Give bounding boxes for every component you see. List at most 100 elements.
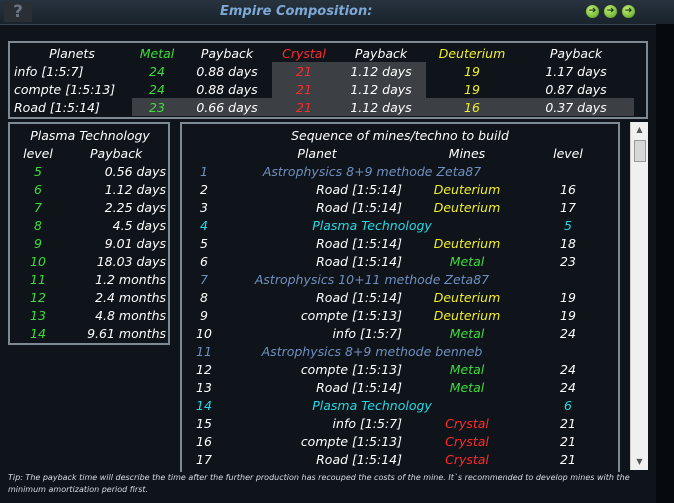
sequence-mine: Deuterium bbox=[433, 199, 501, 215]
sequence-mine: Crystal bbox=[445, 433, 489, 449]
sequence-planet: compte [1:5:13] bbox=[300, 361, 402, 377]
plasma-payback: 2.25 days bbox=[104, 199, 166, 215]
planet-name: info [1:5:7] bbox=[14, 63, 84, 79]
sequence-row: 7 Astrophysics 10+11 methode Zeta87 bbox=[186, 270, 614, 288]
sequence-level: 24 bbox=[560, 379, 576, 395]
header-crystal: Crystal bbox=[282, 45, 326, 61]
sequence-number: 14 bbox=[196, 397, 212, 413]
title-bar: ? Empire Composition: ➔ ➔ ➔ bbox=[0, 0, 674, 25]
sequence-tech-name: Astrophysics 8+9 methode benneb bbox=[261, 343, 483, 359]
sequence-row: 12 compte [1:5:13] Metal 24 bbox=[186, 360, 614, 378]
sequence-level: 24 bbox=[560, 361, 576, 377]
plasma-row: 11 1.2 months bbox=[12, 270, 168, 288]
sequence-number: 9 bbox=[200, 307, 208, 323]
sequence-mine: Deuterium bbox=[433, 289, 501, 305]
plasma-payback: 18.03 days bbox=[96, 253, 166, 269]
scroll-up-icon[interactable]: ▲ bbox=[636, 125, 643, 134]
sequence-number: 2 bbox=[200, 181, 208, 197]
deuterium-level: 19 bbox=[464, 63, 480, 79]
sequence-table: Sequence of mines/techno to build Planet… bbox=[186, 126, 614, 468]
sequence-mine: Crystal bbox=[445, 451, 489, 467]
sequence-tech-name: Astrophysics 10+11 methode Zeta87 bbox=[254, 271, 490, 287]
header-deuterium: Deuterium bbox=[438, 45, 506, 61]
planet-row: compte [1:5:13] 24 0.88 days 21 1.12 day… bbox=[12, 80, 634, 98]
scroll-down-icon[interactable]: ▼ bbox=[636, 457, 643, 466]
plasma-payback: 9.61 months bbox=[87, 325, 166, 341]
planet-name: compte [1:5:13] bbox=[14, 81, 116, 97]
arrow-button-3[interactable]: ➔ bbox=[622, 5, 635, 18]
sequence-planet: Road [1:5:14] bbox=[316, 235, 402, 251]
deuterium-payback: 0.37 days bbox=[518, 98, 634, 116]
plasma-payback: 1.2 months bbox=[95, 271, 166, 287]
right-edge bbox=[656, 24, 674, 503]
sequence-row: 9 compte [1:5:13] Deuterium 19 bbox=[186, 306, 614, 324]
sequence-number: 5 bbox=[200, 235, 208, 251]
sequence-level: 21 bbox=[560, 451, 576, 467]
header-payback-metal: Payback bbox=[200, 45, 254, 61]
sequence-planet: Road [1:5:14] bbox=[316, 451, 402, 467]
sequence-number: 17 bbox=[196, 451, 212, 467]
plasma-row: 10 18.03 days bbox=[12, 252, 168, 270]
crystal-payback: 1.12 days bbox=[336, 62, 426, 80]
arrow-button-1[interactable]: ➔ bbox=[586, 5, 599, 18]
plasma-row: 13 4.8 months bbox=[12, 306, 168, 324]
sequence-level: 6 bbox=[564, 397, 572, 413]
arrow-button-2[interactable]: ➔ bbox=[604, 5, 617, 18]
plasma-level: 13 bbox=[30, 307, 46, 323]
sequence-row: 6 Road [1:5:14] Metal 23 bbox=[186, 252, 614, 270]
sequence-number: 7 bbox=[200, 271, 208, 287]
sequence-mine: Deuterium bbox=[433, 307, 501, 323]
sequence-level: 23 bbox=[560, 253, 576, 269]
planets-header-row: Planets Metal Payback Crystal Payback De… bbox=[12, 44, 634, 62]
sequence-number: 10 bbox=[196, 325, 212, 341]
sequence-mine: Metal bbox=[449, 325, 485, 341]
header-payback-crystal: Payback bbox=[354, 45, 408, 61]
metal-level: 24 bbox=[149, 81, 165, 97]
sequence-mine: Metal bbox=[449, 253, 485, 269]
help-icon[interactable]: ? bbox=[4, 2, 32, 22]
plasma-payback: 2.4 months bbox=[95, 289, 166, 305]
sequence-number: 13 bbox=[196, 379, 212, 395]
planet-row: Road [1:5:14] 23 0.66 days 21 1.12 days … bbox=[12, 98, 634, 116]
plasma-header-payback: Payback bbox=[90, 145, 143, 161]
plasma-row: 9 9.01 days bbox=[12, 234, 168, 252]
sequence-panel bbox=[180, 122, 620, 472]
plasma-level: 9 bbox=[34, 235, 42, 251]
sequence-planet: compte [1:5:13] bbox=[300, 307, 402, 323]
plasma-row: 5 0.56 days bbox=[12, 162, 168, 180]
sequence-row: 17 Road [1:5:14] Crystal 21 bbox=[186, 450, 614, 468]
plasma-panel bbox=[8, 122, 170, 345]
plasma-level: 5 bbox=[34, 163, 42, 179]
plasma-title: Plasma Technology bbox=[30, 127, 150, 143]
crystal-level: 21 bbox=[272, 98, 336, 116]
plasma-payback: 4.8 months bbox=[95, 307, 166, 323]
sequence-row: 14 Plasma Technology 6 bbox=[186, 396, 614, 414]
sequence-level: 21 bbox=[560, 415, 576, 431]
crystal-level: 21 bbox=[272, 62, 336, 80]
sequence-row: 15 info [1:5:7] Crystal 21 bbox=[186, 414, 614, 432]
planet-row: info [1:5:7] 24 0.88 days 21 1.12 days 1… bbox=[12, 62, 634, 80]
scroll-thumb[interactable] bbox=[634, 140, 646, 162]
sequence-planet: Road [1:5:14] bbox=[316, 253, 402, 269]
sequence-row: 5 Road [1:5:14] Deuterium 18 bbox=[186, 234, 614, 252]
metal-payback: 0.66 days bbox=[182, 98, 272, 116]
plasma-header-level: level bbox=[23, 145, 53, 161]
metal-payback: 0.88 days bbox=[196, 81, 258, 97]
plasma-row: 6 1.12 days bbox=[12, 180, 168, 198]
crystal-payback: 1.12 days bbox=[336, 80, 426, 98]
crystal-level: 21 bbox=[272, 80, 336, 98]
sequence-planet: Road [1:5:14] bbox=[316, 379, 402, 395]
sequence-level: 21 bbox=[560, 433, 576, 449]
sequence-level: 19 bbox=[560, 307, 576, 323]
sequence-number: 8 bbox=[200, 289, 208, 305]
window-title: Empire Composition: bbox=[220, 4, 373, 19]
sequence-row: 13 Road [1:5:14] Metal 24 bbox=[186, 378, 614, 396]
planets-table: Planets Metal Payback Crystal Payback De… bbox=[12, 44, 634, 116]
sequence-planet: info [1:5:7] bbox=[332, 325, 402, 341]
sequence-number: 4 bbox=[200, 217, 208, 233]
scrollbar[interactable]: ▲ ▼ bbox=[630, 122, 648, 470]
sequence-mine: Deuterium bbox=[433, 235, 501, 251]
sequence-level: 18 bbox=[560, 235, 576, 251]
sequence-header-planet: Planet bbox=[297, 145, 337, 161]
tip-text: Tip: The payback time will describe the … bbox=[8, 473, 630, 494]
